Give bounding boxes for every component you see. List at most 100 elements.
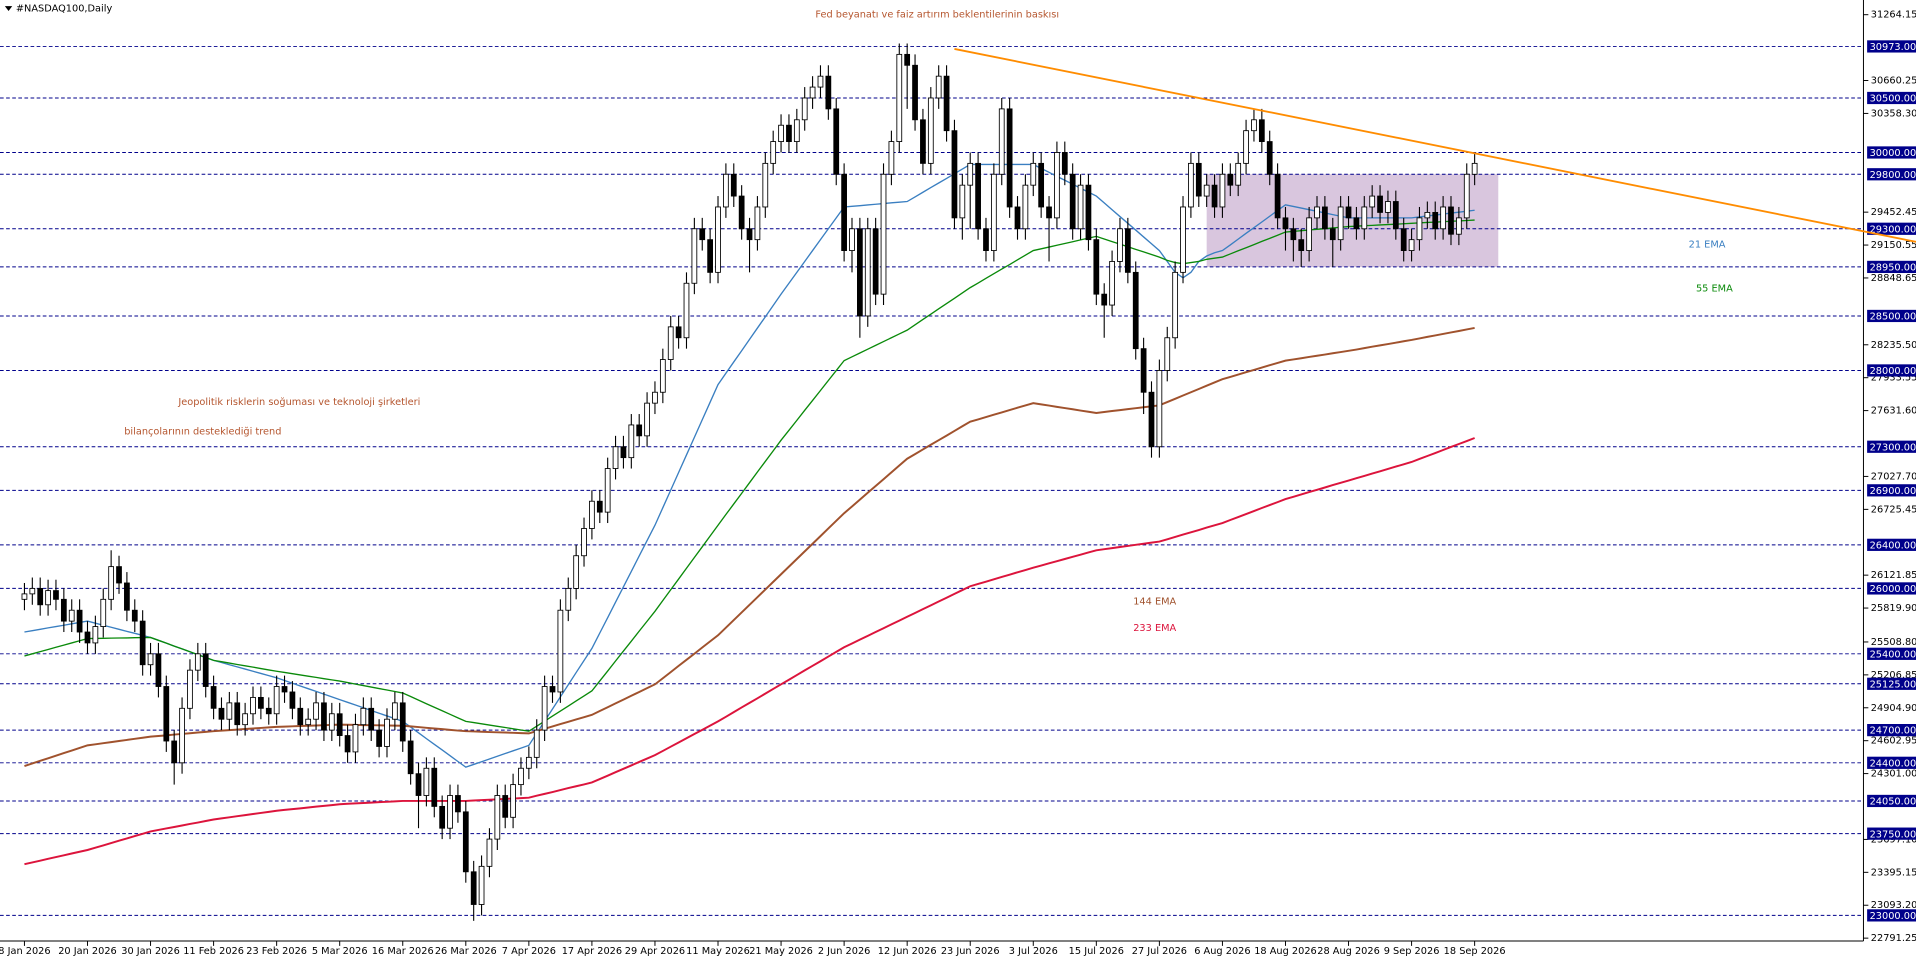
level-label: 26400.00 xyxy=(1870,540,1916,551)
candle-body xyxy=(809,86,816,99)
level-label: 25125.00 xyxy=(1870,679,1916,690)
candle-body xyxy=(1203,184,1210,197)
candle-body xyxy=(265,707,272,715)
candle-body xyxy=(510,784,516,818)
candle-body xyxy=(1117,228,1123,262)
candle-body xyxy=(951,130,958,219)
candle-body xyxy=(131,609,138,622)
candle-body xyxy=(1251,119,1257,132)
y-tick-label: 27027.70 xyxy=(1871,471,1916,482)
candle-body xyxy=(1416,217,1423,241)
candle-body xyxy=(1148,391,1155,448)
level-tag xyxy=(1867,724,1916,737)
candle-body xyxy=(45,590,51,606)
candle-body xyxy=(1077,184,1084,230)
level-label: 29800.00 xyxy=(1870,170,1916,181)
candle-body xyxy=(297,707,304,726)
candle-body xyxy=(864,228,871,317)
candle-body xyxy=(1164,337,1171,371)
candle-body xyxy=(927,97,934,164)
candle-body xyxy=(1282,217,1289,230)
candle-body xyxy=(628,424,635,459)
level-tag xyxy=(1867,582,1916,595)
candle-body xyxy=(983,228,989,251)
y-tick-label: 28235.50 xyxy=(1871,340,1916,351)
candle-body xyxy=(723,173,729,208)
candle-body xyxy=(384,718,390,747)
y-tick-label: 25819.90 xyxy=(1871,603,1916,614)
x-tick-label: 30 Jan 2026 xyxy=(121,946,180,957)
candle-body xyxy=(360,707,367,726)
candle-body xyxy=(116,566,122,584)
y-tick-label: 24904.90 xyxy=(1871,703,1916,714)
candle-body xyxy=(1172,271,1179,339)
candle-body xyxy=(730,173,737,197)
candle-body xyxy=(620,446,627,459)
candle-body xyxy=(833,108,840,175)
candle-body xyxy=(455,795,461,813)
y-tick-label: 28848.65 xyxy=(1871,273,1916,284)
candle-body xyxy=(518,767,524,786)
x-tick-label: 23 Feb 2026 xyxy=(246,946,307,957)
candle-body xyxy=(1440,206,1446,230)
level-label: 24050.00 xyxy=(1870,797,1916,808)
x-tick-label: 27 Jul 2026 xyxy=(1132,946,1187,957)
candle-body xyxy=(896,53,903,143)
candle-body xyxy=(998,108,1005,175)
candle-body xyxy=(762,162,769,208)
candle-body xyxy=(1345,206,1352,219)
candle-body xyxy=(305,718,312,726)
y-tick-label: 30358.30 xyxy=(1871,108,1916,119)
y-tick-label: 26725.45 xyxy=(1871,504,1916,515)
x-tick-label: 7 Apr 2026 xyxy=(502,946,556,957)
candle-body xyxy=(1424,211,1431,219)
candle-body xyxy=(801,97,808,121)
candle-body xyxy=(155,653,162,687)
candle-body xyxy=(431,767,438,807)
y-tick-label: 27933.55 xyxy=(1871,373,1916,384)
candle-body xyxy=(29,587,36,595)
candle-body xyxy=(281,686,288,693)
x-tick-label: 3 Jul 2026 xyxy=(1009,946,1058,957)
candle-body xyxy=(1258,119,1265,143)
chart-title: #NASDAQ100,Daily xyxy=(16,4,113,15)
y-tick-label: 30660.25 xyxy=(1871,76,1916,87)
candle-body xyxy=(967,162,974,186)
candle-body xyxy=(1046,206,1052,219)
candle-body xyxy=(1377,195,1383,213)
candle-body xyxy=(108,566,115,600)
menu-icon xyxy=(4,6,13,11)
level-label: 23000.00 xyxy=(1870,911,1916,922)
candle-body xyxy=(1211,184,1218,208)
level-label: 26000.00 xyxy=(1870,584,1916,595)
candle-body xyxy=(344,735,351,753)
annotation: bilançolarının desteklediği trend xyxy=(124,425,281,437)
candle-body xyxy=(147,653,154,666)
candle-body xyxy=(1385,201,1391,213)
candle-body xyxy=(210,686,217,709)
candle-body xyxy=(415,773,422,796)
y-tick-label: 31264.15 xyxy=(1871,10,1916,21)
x-tick-label: 26 Mar 2026 xyxy=(435,946,497,957)
trend-line xyxy=(954,48,1916,243)
x-tick-label: 17 Apr 2026 xyxy=(562,946,622,957)
candle-body xyxy=(321,702,327,731)
candle-body xyxy=(1180,206,1186,273)
candle-body xyxy=(935,75,942,99)
candle-body xyxy=(21,593,28,600)
x-tick-label: 28 Aug 2026 xyxy=(1317,946,1380,957)
candle-body xyxy=(581,528,587,557)
candle-body xyxy=(1227,173,1234,186)
candle-body xyxy=(644,402,650,437)
candle-body xyxy=(1054,152,1060,219)
ema-label: 55 EMA xyxy=(1696,283,1733,294)
x-tick-label: 11 May 2026 xyxy=(686,946,750,957)
level-tag xyxy=(1867,222,1916,235)
candle-body xyxy=(1329,228,1336,241)
candle-body xyxy=(1322,206,1328,230)
candle-body xyxy=(912,64,918,121)
candle-body xyxy=(920,119,926,164)
y-tick-label: 29452.45 xyxy=(1871,207,1916,218)
level-label: 30500.00 xyxy=(1870,94,1916,105)
level-tag xyxy=(1867,146,1916,159)
